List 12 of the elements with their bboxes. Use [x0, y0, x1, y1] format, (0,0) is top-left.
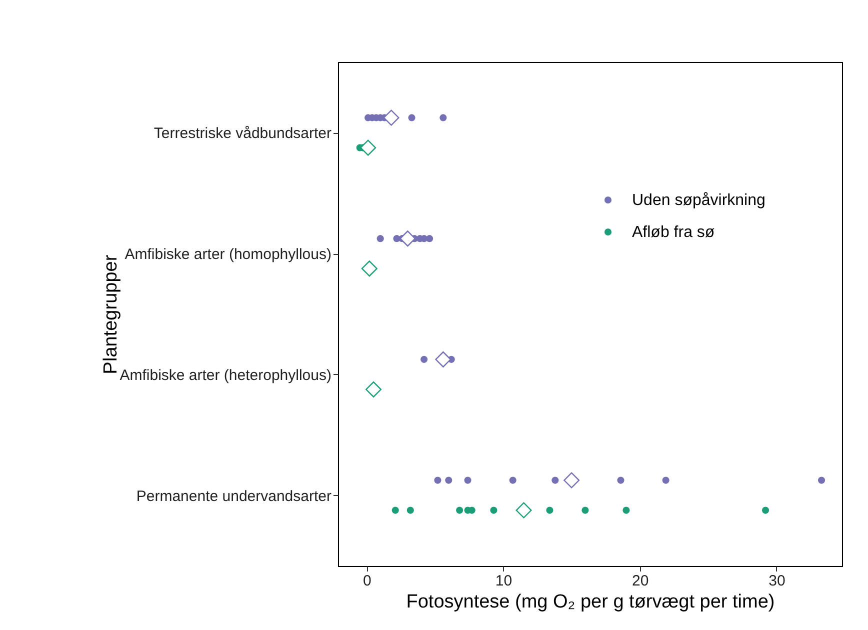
x-axis-title: Fotosyntese (mg O₂ per g tørvægt per time) — [406, 592, 775, 612]
y-tick-label: Amfibiske arter (homophyllous) — [124, 246, 332, 264]
x-tick-label: 10 — [495, 572, 512, 590]
y-axis-title: Plantegrupper — [100, 254, 122, 374]
y-tick-label: Terrestriske vådbundsarter — [154, 125, 332, 142]
x-tick-label: 30 — [768, 572, 786, 590]
y-tick-label: Permanente undervandsarter — [136, 488, 332, 505]
y-tick-label: Amfibiske arter (heterophyllous) — [120, 366, 332, 384]
x-tick-label: 20 — [632, 572, 649, 590]
legend-label: Afløb fra sø — [632, 224, 715, 241]
legend-label: Uden søpåvirkning — [632, 192, 766, 209]
x-tick-label: 0 — [363, 572, 372, 590]
